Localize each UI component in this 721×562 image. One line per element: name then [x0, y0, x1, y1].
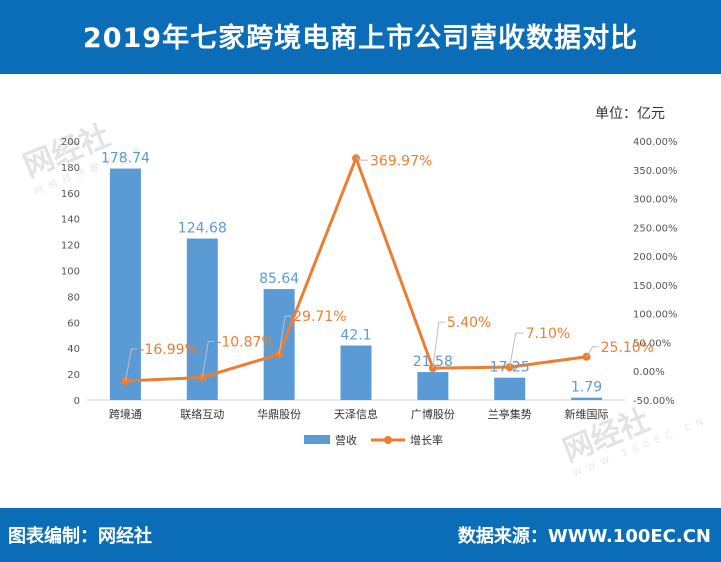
footer-source: 数据来源：WWW.100EC.CN [457, 526, 711, 547]
bar-value-label: 42.1 [340, 327, 371, 343]
y-right-tick-label: -50.00% [633, 396, 675, 407]
growth-value-label: 369.97% [370, 153, 432, 169]
x-category-label: 天泽信息 [334, 407, 378, 421]
growth-label-leader [432, 321, 445, 369]
bar-value-label: 17.25 [490, 360, 530, 376]
bar-value-label: 178.74 [101, 151, 150, 167]
footer-editor: 图表编制：网经社 [8, 526, 152, 547]
growth-label-leader [124, 348, 138, 382]
growth-value-label: 25.10% [601, 340, 654, 356]
header-bar [0, 0, 721, 74]
y-right-tick-label: 50.00% [633, 338, 671, 349]
x-category-label: 兰亭集势 [488, 407, 532, 421]
y-left-tick-label: 60 [67, 318, 80, 329]
y-left-tick-label: 120 [61, 241, 80, 252]
growth-value-label: 29.71% [293, 309, 346, 325]
unit-label: 单位：亿元 [595, 106, 665, 122]
bar-value-label: 21.58 [413, 354, 453, 370]
page-title: 2019年七家跨境电商上市公司营收数据对比 [82, 23, 639, 54]
legend-line-label: 增长率 [410, 433, 443, 447]
y-right-tick-label: 300.00% [633, 195, 678, 206]
x-category-label: 广博股份 [411, 408, 455, 421]
growth-label-leader [355, 157, 368, 161]
bar [417, 372, 449, 400]
bar-value-label: 1.79 [571, 380, 602, 396]
y-right-tick-label: 0.00% [633, 367, 665, 378]
growth-label-leader [201, 340, 215, 378]
growth-value-label: -10.87% [216, 334, 274, 350]
y-left-tick-label: 200 [61, 137, 80, 148]
x-category-label: 新维国际 [565, 407, 609, 421]
growth-label-leader [586, 346, 599, 358]
y-right-tick-label: 350.00% [633, 166, 678, 177]
x-category-label: 联络互动 [180, 407, 224, 421]
growth-value-label: 5.40% [447, 315, 491, 331]
growth-label-leader [278, 315, 292, 355]
bar [494, 377, 526, 400]
bar [109, 168, 141, 400]
legend-bar-label: 营收 [335, 433, 357, 447]
x-category-label: 华鼎股份 [257, 407, 301, 421]
y-right-tick-label: 100.00% [633, 310, 678, 321]
y-left-tick-label: 0 [74, 396, 80, 407]
bar [263, 289, 295, 400]
y-left-tick-label: 40 [67, 344, 80, 355]
y-left-tick-label: 180 [61, 163, 80, 174]
legend-line-marker [384, 436, 392, 444]
growth-value-label: -16.99% [139, 342, 197, 358]
y-left-tick-label: 160 [61, 189, 80, 200]
bar [340, 345, 372, 400]
y-right-tick-label: 150.00% [633, 281, 678, 292]
y-left-tick-label: 140 [61, 215, 80, 226]
bar-value-label: 85.64 [259, 271, 299, 287]
y-left-tick-label: 100 [61, 267, 80, 278]
y-right-tick-label: 200.00% [633, 252, 678, 263]
x-category-label: 跨境通 [109, 407, 142, 421]
y-right-tick-label: 400.00% [633, 137, 678, 148]
growth-value-label: 7.10% [526, 326, 570, 342]
y-left-tick-label: 20 [67, 370, 80, 381]
bar [571, 397, 603, 400]
footer-bar [0, 508, 721, 562]
growth-label-leader [509, 332, 524, 368]
bar-value-label: 124.68 [178, 221, 227, 237]
y-left-tick-label: 80 [67, 292, 80, 303]
y-right-tick-label: 250.00% [633, 223, 678, 234]
legend-bar-swatch [304, 435, 330, 444]
